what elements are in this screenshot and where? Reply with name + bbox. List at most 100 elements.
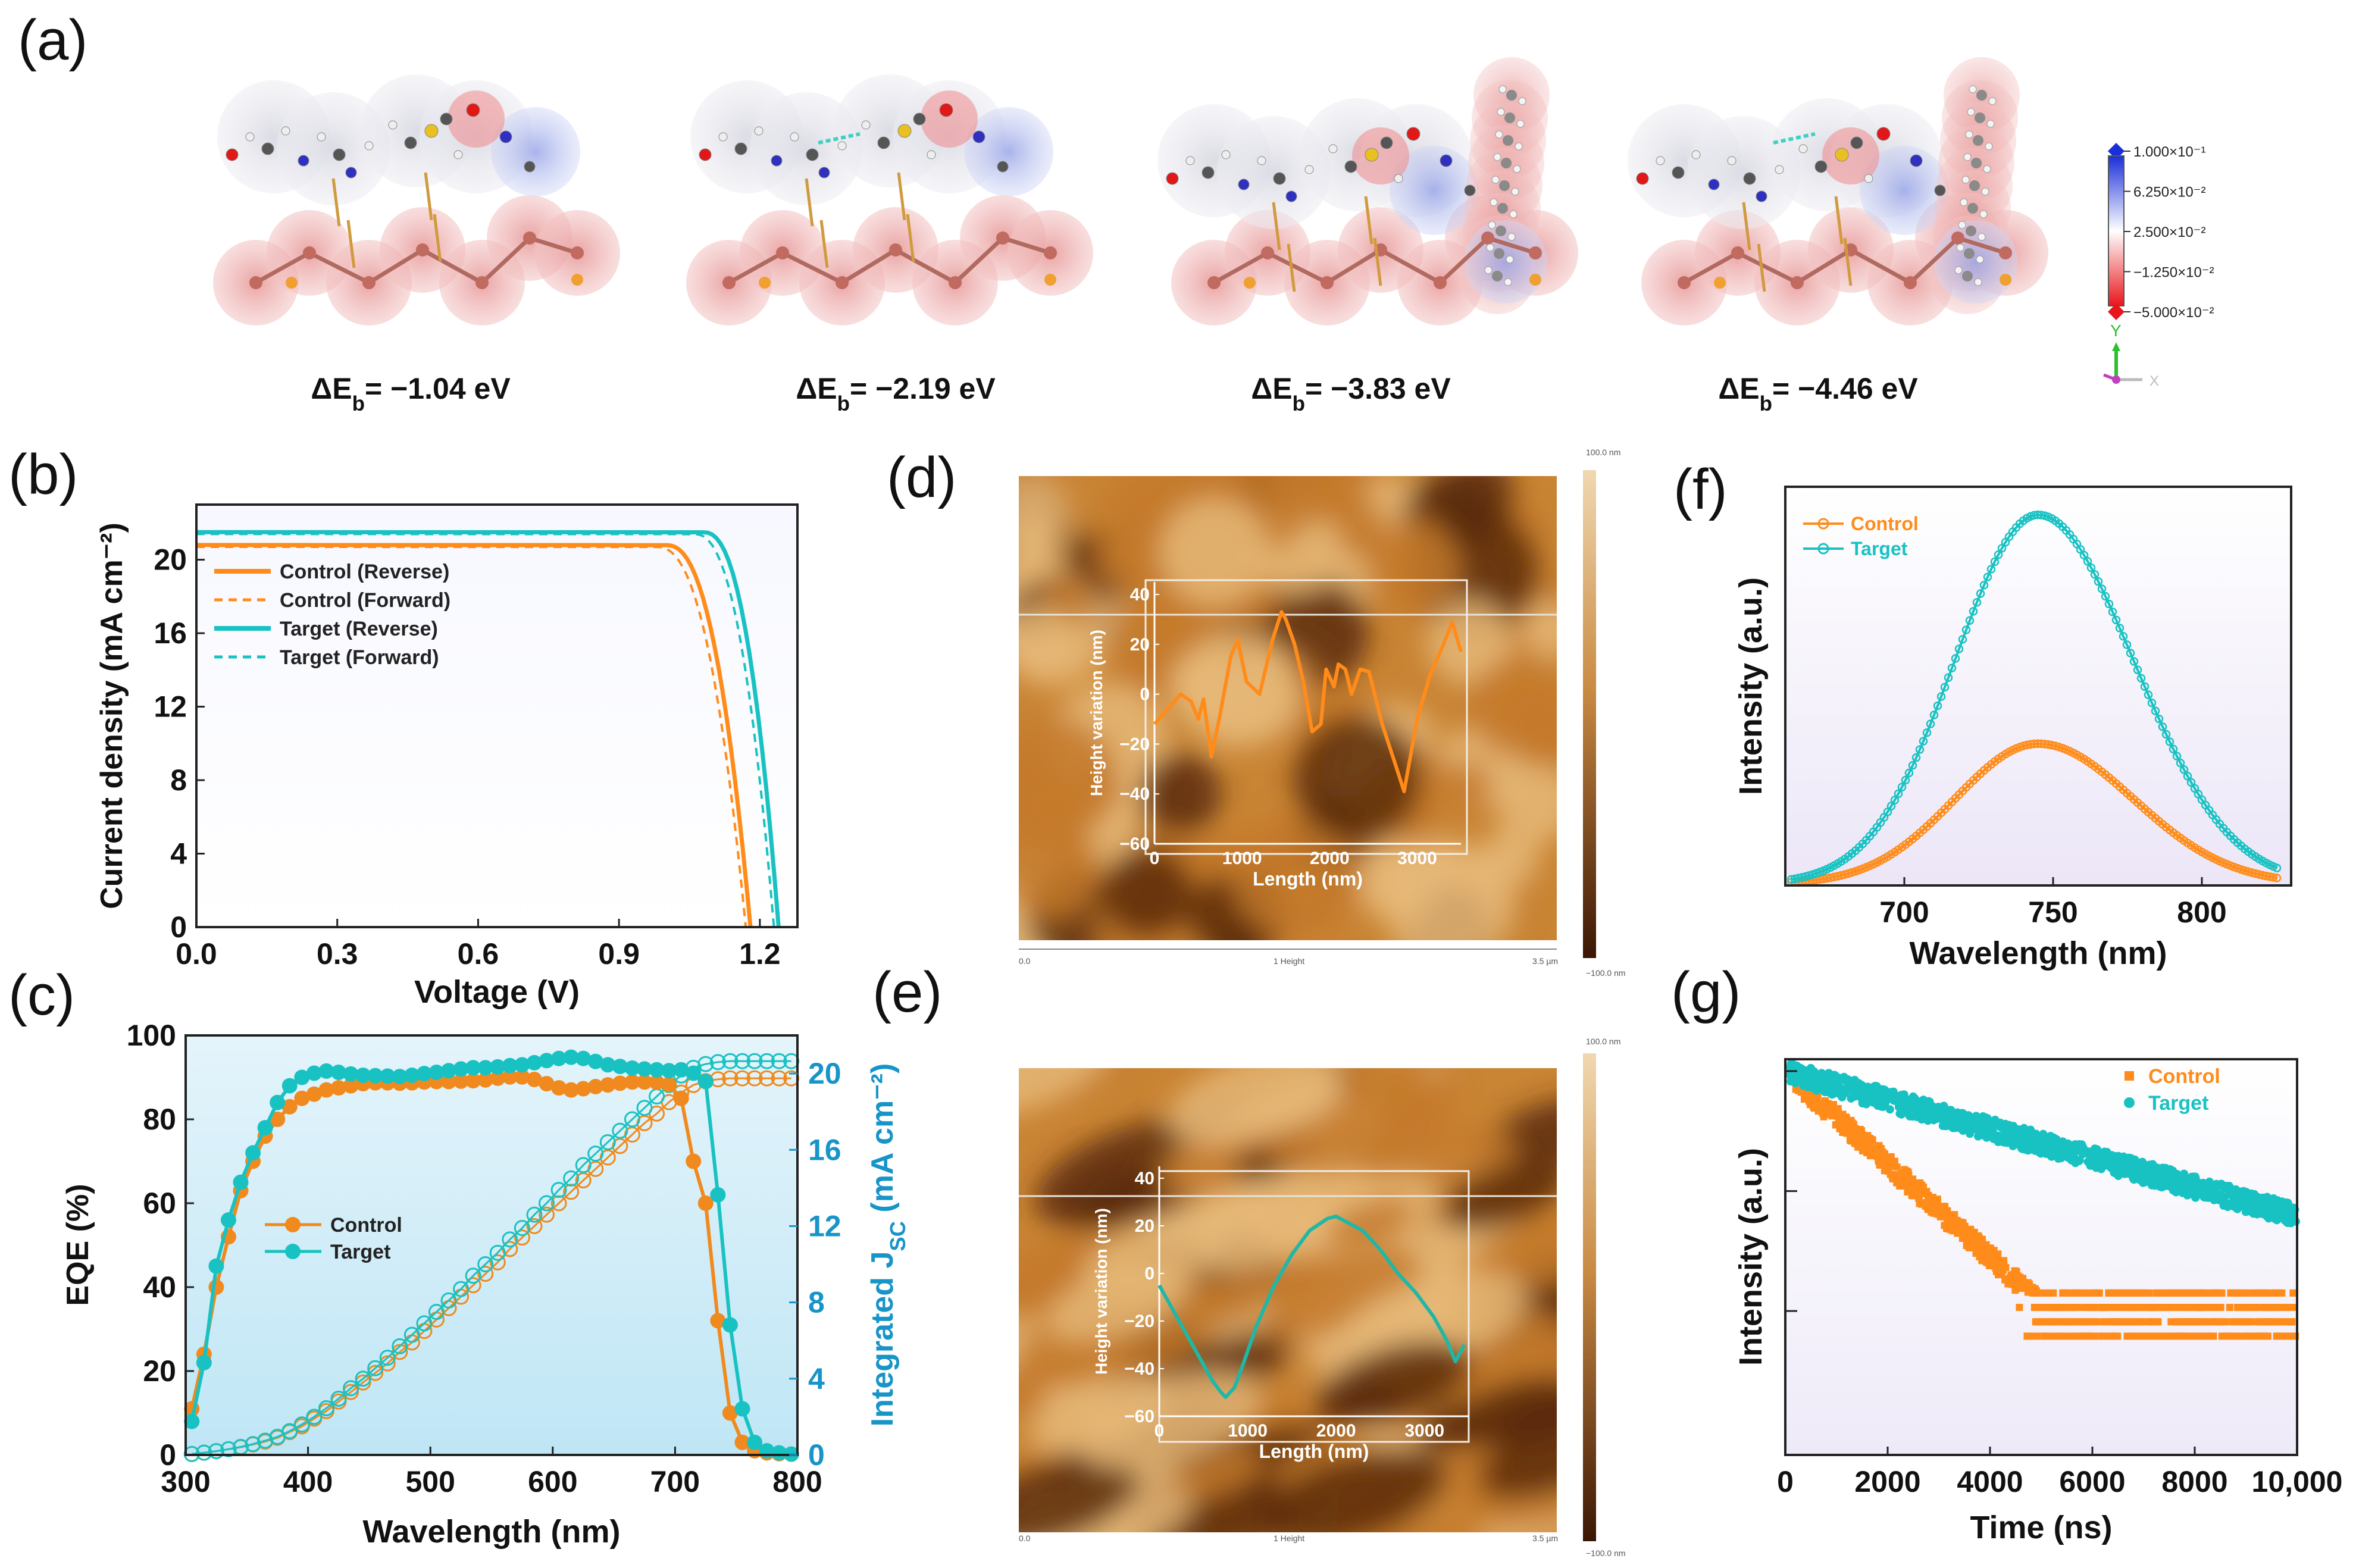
trpl-point	[1986, 1244, 1994, 1252]
eqe-point	[624, 1060, 640, 1076]
afm-grain	[1068, 762, 1121, 815]
eqe-point	[563, 1082, 579, 1098]
afm-grain	[1322, 1199, 1415, 1249]
eqe-point	[477, 1072, 493, 1088]
trpl-point	[1925, 1113, 1934, 1122]
jsc-point	[526, 1206, 543, 1223]
y-tick-label: 100	[127, 1019, 176, 1052]
trpl-point	[2071, 1304, 2079, 1312]
eqe-point	[318, 1063, 334, 1079]
pl-point	[2111, 615, 2121, 625]
binding-energy-4: ΔEb= −4.46 eV	[1718, 372, 1918, 415]
molecule-renders	[213, 57, 2048, 326]
trpl-point	[2275, 1318, 2283, 1326]
atom	[1490, 198, 1498, 206]
esp-surface-blue	[1390, 146, 1479, 235]
pl-point	[2147, 699, 2157, 708]
pl-point	[2272, 874, 2282, 882]
jsc-point	[489, 1244, 506, 1261]
legend-label: Target (Reverse)	[280, 618, 438, 640]
atom	[1365, 148, 1379, 162]
x-tick-label: 1.2	[739, 937, 781, 971]
pl-point	[1890, 796, 1900, 805]
trpl-point	[1816, 1100, 1824, 1107]
pl-point	[2133, 665, 2142, 674]
atom	[1495, 130, 1503, 139]
trpl-point	[2245, 1203, 2254, 1212]
trpl-point	[2217, 1181, 2226, 1190]
pl-point	[1897, 783, 1907, 791]
jsc-point	[709, 1054, 726, 1071]
trpl-point	[1834, 1078, 1843, 1087]
trpl-point	[2060, 1140, 2069, 1148]
eqe-point	[624, 1074, 640, 1090]
atom	[1499, 180, 1510, 191]
trpl-point	[2191, 1304, 2198, 1312]
pl-point	[2151, 706, 2160, 716]
bond	[1683, 251, 1739, 285]
atom-carbon	[249, 276, 262, 289]
pl-point	[1933, 701, 1942, 711]
bond	[368, 248, 424, 284]
atom	[1971, 158, 1982, 168]
bond	[1908, 236, 1960, 284]
pl-point	[2083, 556, 2092, 566]
pl-point	[1926, 719, 1935, 728]
atom	[1976, 255, 1984, 264]
trpl-point	[2026, 1125, 2035, 1134]
eqe-point	[649, 1074, 665, 1090]
trpl-point	[2030, 1304, 2038, 1312]
trpl-point	[2135, 1159, 2144, 1168]
esp-surface-red-spot	[921, 90, 978, 148]
trpl-point	[2123, 1289, 2131, 1297]
pl-point	[1947, 663, 1957, 672]
trpl-point	[2136, 1289, 2144, 1297]
pl-point	[2183, 772, 2192, 781]
pl-point	[2097, 584, 2107, 593]
eqe-point	[416, 1066, 432, 1082]
atom-carbon	[1731, 246, 1744, 259]
atom	[972, 130, 985, 143]
atom	[333, 148, 346, 161]
trpl-point	[2249, 1332, 2257, 1340]
colorbar-tick-label: 1.000×10⁻¹	[2133, 144, 2205, 160]
atom	[1983, 165, 1991, 173]
pl-y-axis-label: Intensity (a.u.)	[1733, 577, 1769, 795]
trpl-point	[1886, 1088, 1895, 1097]
bond	[897, 172, 906, 221]
atom	[1529, 274, 1541, 286]
trpl-point	[2266, 1304, 2273, 1312]
panel-label-e: (e)	[872, 960, 942, 1024]
atom	[1672, 166, 1685, 179]
eqe-point	[551, 1050, 567, 1066]
atom-carbon	[949, 276, 962, 289]
pl-point	[1886, 802, 1896, 810]
eqe-point	[575, 1050, 592, 1066]
jsc-point	[514, 1220, 530, 1237]
trpl-point	[1906, 1112, 1914, 1121]
pl-point	[2094, 577, 2103, 586]
atom-carbon	[1904, 276, 1917, 289]
atom	[1202, 166, 1215, 179]
pl-point	[2140, 682, 2150, 691]
atom	[1954, 266, 1963, 274]
trpl-point	[2260, 1332, 2268, 1340]
atom	[1328, 144, 1338, 154]
pl-point	[2172, 752, 2182, 760]
trpl-point	[2097, 1162, 2106, 1171]
jsc-point	[355, 1370, 371, 1387]
bond	[424, 172, 433, 221]
inset-y-axis-label: Height variation (nm)	[1087, 630, 1106, 796]
trpl-point	[2013, 1135, 2022, 1144]
atom-carbon	[996, 231, 1009, 245]
eqe-point	[233, 1174, 249, 1190]
trpl-point	[2045, 1318, 2053, 1326]
pl-point	[1979, 581, 1989, 590]
trpl-point	[1964, 1226, 1972, 1234]
pl-point	[2186, 778, 2196, 787]
esp-surface-red-spot	[1352, 127, 1409, 184]
atom	[1518, 97, 1526, 105]
trpl-point	[2153, 1289, 2161, 1297]
trpl-point	[1810, 1067, 1819, 1076]
pl-point	[2101, 591, 2110, 601]
